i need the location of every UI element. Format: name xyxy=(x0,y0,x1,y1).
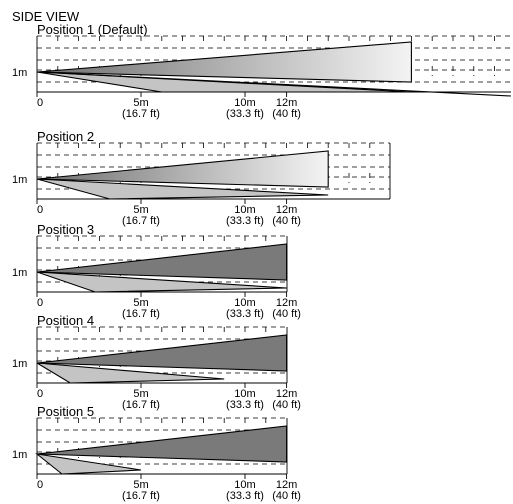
lower-detection-beam xyxy=(36,178,329,200)
position-title: Position 3 xyxy=(37,222,94,237)
distance-label-ft: (16.7 ft) xyxy=(122,215,160,227)
upper-detection-beam xyxy=(36,41,412,83)
distance-label: 0 xyxy=(37,479,43,491)
distance-label: 5m xyxy=(133,479,148,491)
position-panels: Position 1 (Default)1m0 5m(16.7 ft)10m(33… xyxy=(12,22,512,502)
distance-label: 5m xyxy=(133,97,148,109)
position-panel-5: Position 5 1m 0 5m(16.7 ft) 10m(33.3 ft) 12m(… xyxy=(12,404,301,502)
distance-label: 12m xyxy=(276,204,297,216)
distance-label-ft: (16.7 ft) xyxy=(122,490,160,502)
distance-label: 12m xyxy=(276,388,297,400)
distance-label: 10m xyxy=(234,479,255,491)
distance-label: 10m xyxy=(234,97,255,109)
distance-label-ft: (33.3 ft) xyxy=(226,215,264,227)
lower-detection-beam xyxy=(36,271,287,293)
lower-detection-beam xyxy=(35,453,142,475)
position-panel-4: Position 4 1m 0 5m(16.7 ft) 10m(33.3 ft) 12m(… xyxy=(12,313,301,411)
upper-detection-beam xyxy=(36,334,288,372)
distance-label-ft: (40 ft) xyxy=(272,490,301,502)
distance-label-ft: (16.7 ft) xyxy=(122,399,160,411)
upper-detection-beam xyxy=(36,150,329,188)
distance-label: 5m xyxy=(133,388,148,400)
distance-label-ft: (33.3 ft) xyxy=(226,490,264,502)
height-label: 1m xyxy=(12,358,27,370)
position-title: Position 4 xyxy=(37,313,94,328)
diagram-title: SIDE VIEW xyxy=(12,9,80,24)
distance-label: 10m xyxy=(234,297,255,309)
height-label: 1m xyxy=(12,67,27,79)
position-title: Position 1 (Default) xyxy=(37,22,148,37)
height-label: 1m xyxy=(12,449,27,461)
position-panel-2: Position 2 1m 0 5m(16.7 ft) 10m(33.3 ft) 12m(… xyxy=(12,129,391,227)
lower-detection-beam xyxy=(36,362,225,384)
position-panel-3: Position 3 1m 0 5m(16.7 ft) 10m(33.3 ft) 12m(… xyxy=(12,222,301,320)
upper-detection-beam xyxy=(36,243,288,281)
distance-label: 0 xyxy=(37,388,43,400)
distance-label: 0 xyxy=(37,97,43,109)
distance-label-ft: (40 ft) xyxy=(272,399,301,411)
beam-edge-line xyxy=(36,71,512,97)
distance-label-ft: (33.3 ft) xyxy=(226,308,264,320)
distance-label: 10m xyxy=(234,388,255,400)
position-panel-1: Position 1 (Default) 1m 0 5m(16.7 ft) 10m(33… xyxy=(12,22,512,120)
position-title: Position 5 xyxy=(37,404,94,419)
distance-label-ft: (40 ft) xyxy=(272,108,301,120)
distance-label-ft: (40 ft) xyxy=(272,215,301,227)
distance-label: 5m xyxy=(133,204,148,216)
distance-label: 12m xyxy=(276,97,297,109)
distance-label: 0 xyxy=(37,297,43,309)
height-label: 1m xyxy=(12,267,27,279)
upper-detection-beam xyxy=(36,425,288,463)
distance-label: 5m xyxy=(133,297,148,309)
distance-label: 10m xyxy=(234,204,255,216)
distance-label: 12m xyxy=(276,297,297,309)
distance-label: 12m xyxy=(276,479,297,491)
distance-label-ft: (33.3 ft) xyxy=(226,399,264,411)
height-label: 1m xyxy=(12,174,27,186)
distance-label-ft: (40 ft) xyxy=(272,308,301,320)
distance-label: 0 xyxy=(37,204,43,216)
distance-label-ft: (33.3 ft) xyxy=(226,108,264,120)
position-title: Position 2 xyxy=(37,129,94,144)
distance-label-ft: (16.7 ft) xyxy=(122,308,160,320)
distance-label-ft: (16.7 ft) xyxy=(122,108,160,120)
